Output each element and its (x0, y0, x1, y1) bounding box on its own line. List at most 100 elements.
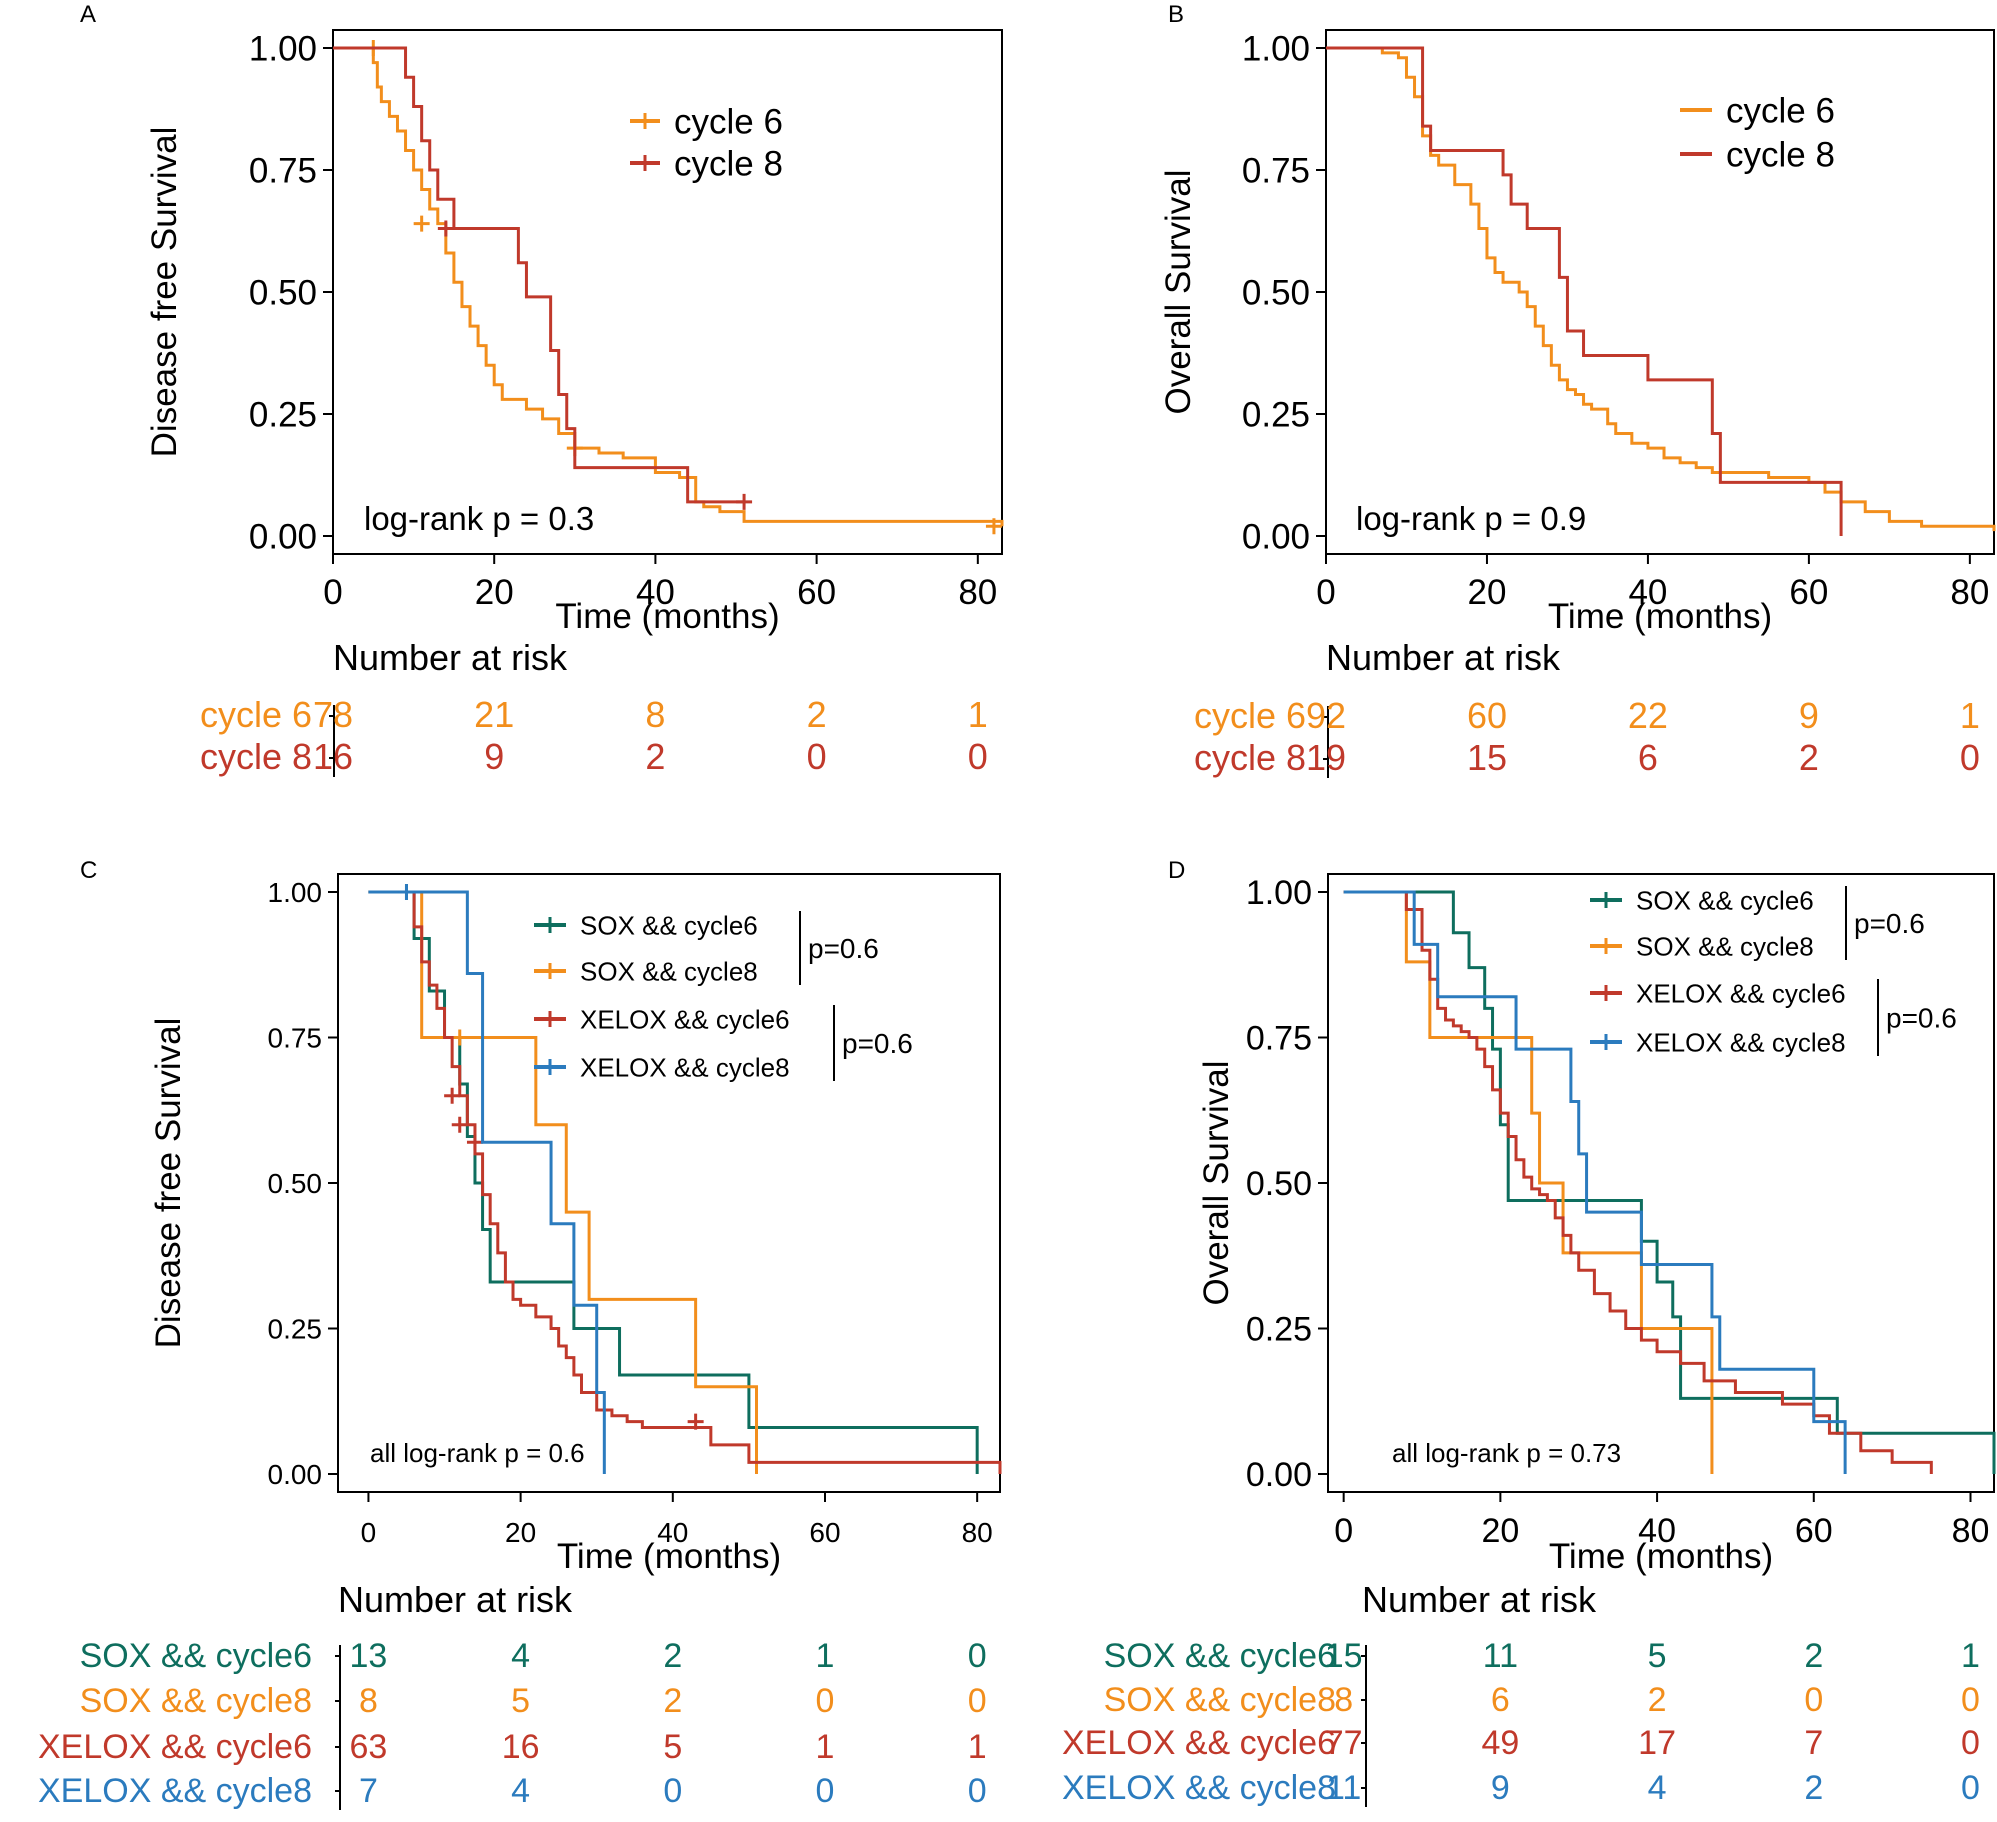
risk-value: 49 (1481, 1724, 1519, 1762)
x-tick-label: 0 (1334, 1512, 1353, 1550)
risk-value: 0 (816, 1772, 835, 1810)
risk-value: 5 (663, 1728, 682, 1766)
x-tick-label: 0 (361, 1517, 377, 1548)
legend-pvalue: p=0.6 (842, 1028, 913, 1059)
risk-row-name: XELOX && cycle8 (1062, 1769, 1336, 1807)
legend-pvalue: p=0.6 (1854, 908, 1925, 939)
censor-mark (413, 215, 430, 232)
y-tick-label: 1.00 (1242, 29, 1310, 68)
risk-value: 2 (645, 736, 665, 777)
risk-value: 22 (1628, 695, 1668, 736)
risk-value: 2 (663, 1682, 682, 1720)
risk-value: 1 (1960, 695, 1980, 736)
legend-pvalue: p=0.6 (1886, 1003, 1957, 1034)
survival-curve-1 (333, 46, 745, 504)
plot-frame (332, 29, 1003, 555)
censor-mark (466, 1134, 483, 1151)
risk-value: 6 (1638, 737, 1658, 778)
risk-value: 9 (484, 736, 504, 777)
y-tick-label: 1.00 (249, 29, 317, 68)
x-axis-label: Time (months) (557, 1537, 781, 1576)
risk-value: 4 (511, 1637, 530, 1675)
survival-curve-1 (368, 890, 759, 1474)
legend-label: SOX && cycle6 (580, 910, 758, 940)
risk-value: 11 (1326, 1769, 1361, 1807)
legend-label: XELOX && cycle6 (580, 1004, 790, 1034)
x-tick-label: 60 (809, 1517, 840, 1548)
risk-value: 15 (1467, 737, 1507, 778)
x-tick-label: 20 (1467, 573, 1506, 612)
risk-value: 4 (511, 1772, 530, 1810)
risk-value: 16 (502, 1728, 540, 1766)
risk-value: 7 (359, 1772, 378, 1810)
risk-table: Number at risk SOX && cycle6 13 4 2 1 0 SOX && … (38, 1579, 987, 1810)
risk-value: 60 (1467, 695, 1507, 736)
x-tick-label: 40 (1628, 573, 1667, 612)
survival-curve-1 (1326, 46, 1843, 536)
survival-curve-0 (333, 46, 1004, 527)
risk-value: 2 (1799, 737, 1819, 778)
risk-value: 0 (1804, 1681, 1823, 1719)
censor-mark (687, 1413, 704, 1430)
risk-value: 19 (1306, 737, 1346, 778)
x-axis-label: Time (months) (1548, 597, 1772, 636)
risk-value: 0 (968, 736, 988, 777)
risk-value: 13 (350, 1637, 388, 1675)
legend-label: SOX && cycle8 (1636, 931, 1814, 961)
risk-value: 9 (1799, 695, 1819, 736)
y-tick-label: 1.00 (268, 877, 323, 908)
risk-value: 21 (474, 694, 514, 735)
legend-label: XELOX && cycle8 (1636, 1027, 1846, 1057)
y-tick-label: 0.25 (268, 1313, 323, 1344)
risk-value: 17 (1638, 1724, 1676, 1762)
x-tick-label: 20 (505, 1517, 536, 1548)
risk-row-name: SOX && cycle6 (80, 1637, 312, 1675)
y-tick-label: 0.50 (268, 1168, 323, 1199)
risk-value: 0 (1960, 737, 1980, 778)
risk-row-name: SOX && cycle8 (80, 1682, 312, 1720)
y-tick-label: 0.00 (1246, 1456, 1312, 1494)
y-tick-label: 0.00 (1242, 517, 1310, 556)
legend-label: cycle 6 (674, 103, 783, 142)
x-axis-label: Time (months) (555, 597, 779, 636)
legend-label: SOX && cycle8 (580, 956, 758, 986)
x-tick-label: 20 (475, 573, 514, 612)
plot-frame (1325, 29, 1995, 555)
x-tick-label: 80 (958, 573, 997, 612)
legend: SOX && cycle6 SOX && cycle8 XELOX && cycle… (1590, 885, 1957, 1057)
legend-label: XELOX && cycle6 (1636, 978, 1846, 1008)
risk-value: 2 (1804, 1637, 1823, 1675)
y-tick-label: 0.50 (1242, 273, 1310, 312)
risk-value: 1 (816, 1728, 835, 1766)
legend: SOX && cycle6 SOX && cycle8 XELOX && cycle… (534, 910, 913, 1082)
censor-mark (736, 493, 753, 510)
panel-label: B (1168, 1, 1184, 28)
y-tick-label: 0.75 (1242, 151, 1310, 190)
risk-value: 4 (1648, 1769, 1667, 1807)
y-tick-label: 0.75 (1246, 1019, 1312, 1057)
risk-value: 5 (1648, 1637, 1667, 1675)
x-tick-label: 40 (1638, 1512, 1676, 1550)
risk-value: 9 (1491, 1769, 1510, 1807)
legend-label: cycle 6 (1726, 92, 1835, 131)
risk-value: 1 (1961, 1637, 1980, 1675)
x-tick-label: 60 (1789, 573, 1828, 612)
log-rank-annotation: log-rank p = 0.3 (364, 500, 594, 537)
risk-table-title: Number at risk (1326, 637, 1561, 678)
risk-value: 2 (807, 694, 827, 735)
risk-value: 0 (663, 1772, 682, 1810)
risk-value: 1 (968, 694, 988, 735)
legend-label: SOX && cycle6 (1636, 885, 1814, 915)
y-tick-label: 0.25 (249, 395, 317, 434)
panel-label: C (80, 857, 97, 884)
x-tick-label: 40 (657, 1517, 688, 1548)
risk-value: 0 (968, 1637, 987, 1675)
risk-row-name: cycle 6 (1194, 695, 1306, 736)
